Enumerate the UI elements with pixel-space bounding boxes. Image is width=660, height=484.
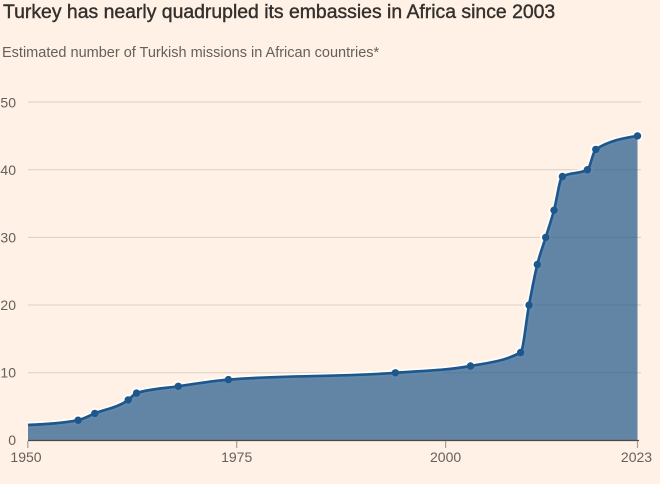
svg-text:20: 20 — [0, 297, 16, 313]
svg-text:2023: 2023 — [621, 449, 652, 465]
svg-text:10: 10 — [0, 365, 16, 381]
svg-text:40: 40 — [0, 162, 16, 178]
svg-text:50: 50 — [0, 95, 16, 111]
svg-text:30: 30 — [0, 230, 16, 246]
svg-text:0: 0 — [8, 432, 16, 448]
svg-text:1950: 1950 — [10, 449, 41, 465]
svg-text:2000: 2000 — [430, 449, 461, 465]
svg-text:1975: 1975 — [221, 449, 252, 465]
